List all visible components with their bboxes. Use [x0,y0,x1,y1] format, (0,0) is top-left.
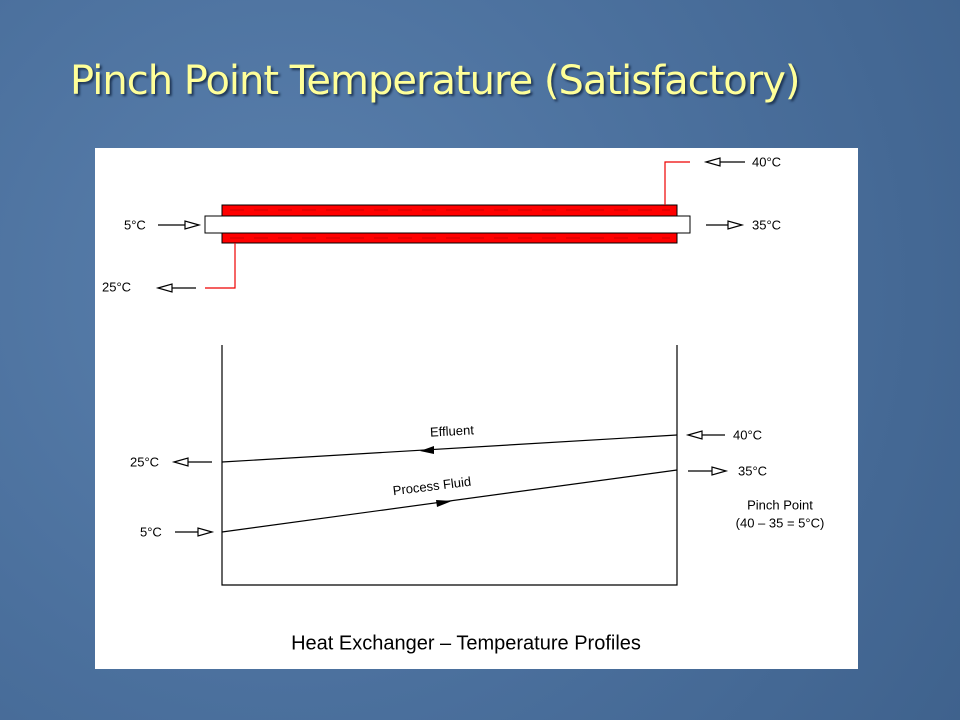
temp-label: 25°C [130,454,159,469]
slide-title: Pinch Point Temperature (Satisfactory) [70,58,800,104]
temp-label: 40°C [733,427,762,442]
arrows [171,430,729,537]
temp-label: 35°C [738,463,767,478]
line-label: Effluent [430,422,475,439]
profile-frame [221,345,678,586]
note: Pinch Point [747,497,813,512]
temp-label: 35°C [752,217,781,232]
effluent-inlet [664,161,690,205]
arrowhead [420,446,434,454]
tube [204,215,691,234]
arrows [155,157,745,293]
temp-label: 25°C [102,279,131,294]
arrowhead [436,500,452,507]
effluent-outlet [205,243,236,289]
temp-label: 5°C [140,524,162,539]
caption: Heat Exchanger – Temperature Profiles [291,632,641,654]
effluent-line [221,434,678,463]
temp-label: 5°C [124,217,146,232]
note: (40 – 35 = 5°C) [736,515,825,530]
temp-label: 40°C [752,154,781,169]
